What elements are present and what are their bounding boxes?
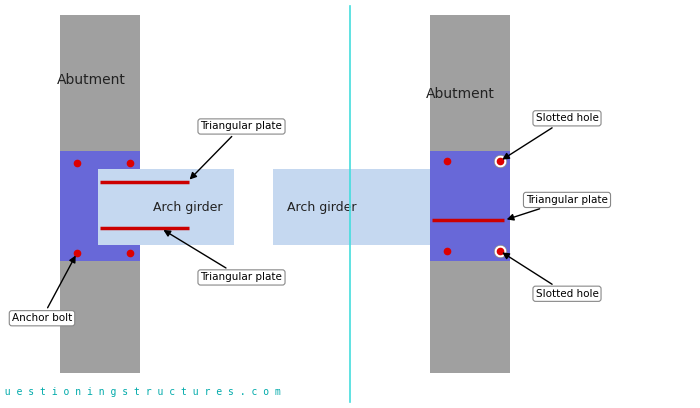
Text: Triangular plate: Triangular plate [508, 195, 608, 220]
Text: Anchor bolt: Anchor bolt [12, 257, 75, 323]
Text: Arch girder: Arch girder [287, 201, 357, 214]
Text: Slotted hole: Slotted hole [503, 113, 598, 159]
Text: Slotted hole: Slotted hole [503, 253, 598, 299]
Text: Triangular plate: Triangular plate [164, 231, 282, 282]
Bar [98, 169, 234, 245]
Text: Abutment: Abutment [57, 73, 125, 86]
Text: q u e s t i o n i n g s t r u c t u r e s . c o m: q u e s t i o n i n g s t r u c t u r e … [0, 387, 281, 397]
Bar [430, 151, 510, 261]
Bar [60, 15, 140, 373]
Text: Arch girder: Arch girder [153, 201, 223, 214]
Bar [60, 151, 140, 261]
Text: Triangular plate: Triangular plate [190, 122, 282, 178]
Bar [273, 169, 430, 245]
Bar [430, 15, 510, 373]
Text: Abutment: Abutment [426, 87, 495, 101]
